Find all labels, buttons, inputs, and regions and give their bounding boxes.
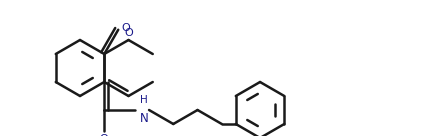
Text: O: O xyxy=(100,134,108,136)
Text: H: H xyxy=(140,95,148,105)
Text: O: O xyxy=(124,28,133,38)
Text: N: N xyxy=(140,112,149,125)
Text: O: O xyxy=(122,23,131,33)
